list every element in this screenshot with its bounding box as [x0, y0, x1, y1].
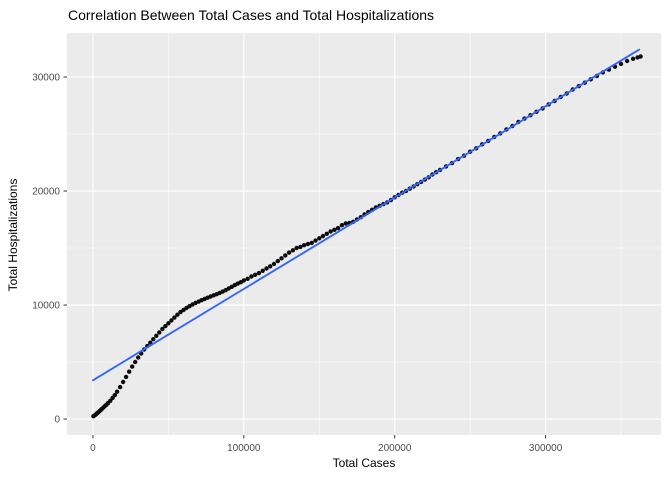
data-point — [305, 241, 311, 247]
data-point — [638, 54, 643, 59]
plot-panel — [67, 33, 661, 435]
y-tick-label: 0 — [54, 415, 60, 426]
data-point — [286, 250, 292, 255]
data-point — [114, 389, 120, 394]
x-tick-label: 300000 — [529, 443, 563, 454]
x-axis-title: Total Cases — [332, 456, 396, 470]
data-point — [335, 225, 341, 231]
data-point — [343, 221, 348, 226]
data-point — [160, 326, 165, 332]
data-point — [123, 374, 129, 380]
data-point — [127, 369, 132, 374]
data-point — [154, 333, 159, 338]
data-point — [283, 253, 288, 258]
trend-line — [92, 48, 641, 382]
data-point — [175, 312, 180, 317]
data-point — [339, 223, 345, 228]
y-tick-label: 20000 — [32, 187, 60, 198]
data-point — [256, 270, 262, 276]
data-point — [624, 58, 630, 64]
data-point — [298, 244, 303, 250]
data-point — [241, 278, 246, 283]
y-axis-title: Total Hospitalizations — [6, 178, 20, 292]
data-point — [279, 256, 284, 261]
data-point — [112, 392, 118, 398]
data-point — [130, 364, 135, 369]
data-point — [166, 321, 171, 326]
data-point — [245, 276, 250, 281]
data-point — [260, 268, 265, 273]
x-tick-label: 200000 — [378, 443, 412, 454]
data-point — [320, 233, 326, 239]
data-point — [169, 318, 174, 323]
x-tick-label: 0 — [90, 443, 96, 454]
data-point — [332, 227, 337, 232]
chart-title: Correlation Between Total Cases and Tota… — [68, 7, 435, 23]
data-point — [309, 240, 314, 246]
data-point — [302, 243, 307, 248]
data-point — [317, 236, 322, 241]
data-point — [275, 258, 280, 264]
data-point — [252, 272, 258, 277]
data-point — [271, 261, 277, 267]
data-point — [157, 330, 162, 335]
data-point — [268, 264, 273, 269]
data-point — [630, 56, 636, 61]
data-point — [120, 379, 126, 385]
data-point — [324, 231, 329, 236]
data-point — [618, 61, 624, 67]
data-point — [328, 229, 333, 234]
y-tick-label: 30000 — [32, 73, 60, 84]
data-point — [172, 315, 177, 320]
data-point — [151, 337, 156, 342]
y-tick-label: 10000 — [32, 301, 60, 312]
data-point — [163, 323, 168, 329]
data-point — [313, 238, 318, 243]
data-point — [294, 245, 299, 251]
data-point — [117, 384, 123, 390]
data-point — [133, 359, 138, 365]
data-point — [249, 274, 254, 279]
x-tick-label: 100000 — [227, 443, 261, 454]
data-point — [136, 355, 141, 360]
data-point — [290, 248, 296, 253]
data-point — [264, 266, 269, 271]
